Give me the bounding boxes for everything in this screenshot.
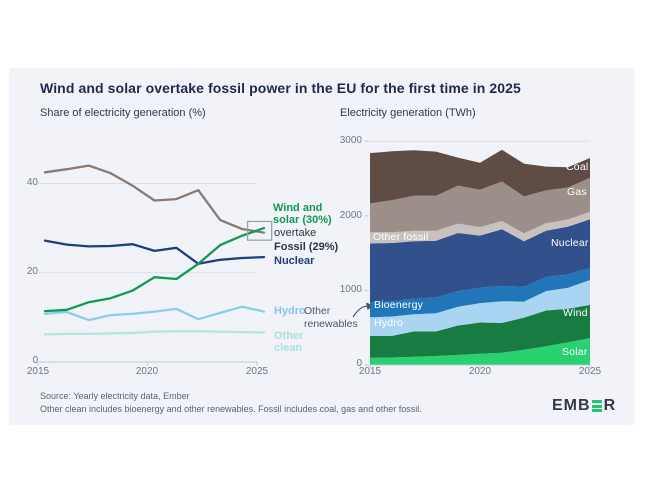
source-line: Source: Yearly electricity data, Ember [40, 391, 190, 401]
nuclear-line [43, 239, 266, 265]
right-xtick-2015: 2015 [358, 366, 382, 377]
gas-area [370, 177, 590, 234]
other-fossil-area [370, 211, 590, 244]
hydro-line [43, 305, 266, 322]
right-xtick-2020: 2020 [468, 366, 492, 377]
crossover-highlight-box [246, 220, 273, 241]
right-xtick-2025: 2025 [578, 366, 602, 377]
bioenergy-area [370, 268, 590, 318]
nuclear-area [370, 219, 590, 303]
nuclear-label: Nuclear [274, 255, 315, 267]
nuclear-band-label: Nuclear [551, 237, 589, 249]
ember-logo-prefix: EMB [552, 397, 591, 414]
hydro-label: Hydro [274, 305, 306, 317]
ember-logo: EMB R [552, 397, 616, 415]
solar-area [370, 338, 590, 365]
right-ytick-1000: 1000 [339, 284, 362, 295]
left-ytick-0: 0 [32, 355, 38, 366]
wind-area [370, 304, 590, 358]
overtake-label: overtake [274, 227, 317, 239]
left-ytick-20: 20 [26, 266, 38, 277]
fossil-label: Fossil (29%) [274, 241, 339, 253]
fossil-line [43, 164, 266, 234]
right-ytick-2000: 2000 [339, 210, 362, 221]
other-clean-label: Other clean [274, 330, 304, 354]
chart-card: Wind and solar overtake fossil power in … [9, 68, 635, 425]
solar-band-label: Solar [562, 346, 588, 358]
left-xtick-2015: 2015 [26, 366, 50, 377]
other-renewables-label: Other renewables [304, 305, 358, 330]
notes-line: Other clean includes bioenergy and other… [40, 404, 422, 414]
right-ytick-0: 0 [356, 358, 362, 369]
right-ytick-3000: 3000 [339, 135, 362, 146]
other-clean-line [43, 330, 266, 336]
ember-logo-suffix: R [603, 397, 617, 414]
other-fossil-band-label: Other fossil [373, 231, 429, 243]
generation-area-chart [352, 140, 591, 369]
ember-logo-e-icon [591, 400, 602, 412]
coal-area [370, 149, 590, 204]
wind-solar-label: Wind and solar (30%) [273, 202, 332, 226]
other-renewables-arrowhead [366, 302, 374, 310]
bioenergy-band-label: Bioenergy [374, 299, 424, 311]
share-line-chart [37, 164, 273, 366]
wind-band-label: Wind [563, 307, 588, 319]
page-title: Wind and solar overtake fossil power in … [40, 80, 521, 96]
right-chart-subtitle: Electricity generation (TWh) [340, 107, 476, 119]
gas-band-label: Gas [567, 186, 587, 198]
left-chart-subtitle: Share of electricity generation (%) [40, 107, 206, 119]
left-ytick-40: 40 [26, 177, 38, 188]
left-xtick-2025: 2025 [245, 366, 269, 377]
hydro-area [370, 280, 590, 336]
left-xtick-2020: 2020 [135, 366, 159, 377]
wind-and-solar-line [43, 226, 266, 313]
coal-band-label: Coal [566, 161, 589, 173]
hydro-band-label: Hydro [374, 317, 404, 329]
